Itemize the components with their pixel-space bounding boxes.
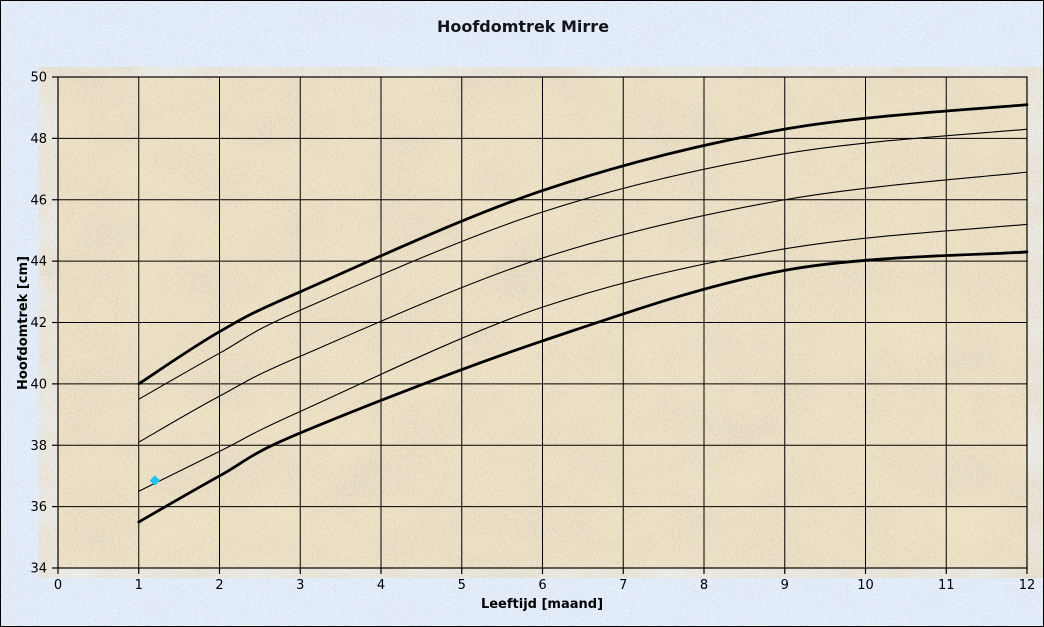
x-axis-title: Leeftijd [maand] — [481, 597, 603, 612]
growth-curve-reference-median — [138, 171, 1028, 443]
x-tick-label: 3 — [296, 578, 304, 593]
chart-title: Hoofdomtrek Mirre — [437, 17, 609, 36]
y-tick-label: 38 — [30, 439, 47, 454]
growth-curve-reference-lower-inner — [138, 223, 1028, 492]
growth-curve-reference-upper-outer — [137, 103, 1029, 386]
x-tick-label: 6 — [538, 578, 546, 593]
x-tick-label: 10 — [857, 578, 874, 593]
x-tick-label: 5 — [458, 578, 466, 593]
y-tick-label: 44 — [30, 255, 47, 270]
growth-curve-reference-lower-outer — [137, 250, 1029, 524]
y-tick-label: 42 — [30, 316, 47, 331]
growth-curve-reference-upper-inner — [138, 128, 1028, 400]
x-tick-label: 8 — [700, 578, 708, 593]
x-tick-label: 0 — [54, 578, 62, 593]
y-tick-label: 40 — [30, 377, 47, 392]
growth-curves — [137, 103, 1029, 524]
x-tick-label: 12 — [1019, 578, 1036, 593]
axis-ticks — [52, 76, 1028, 574]
x-tick-label: 9 — [781, 578, 789, 593]
y-tick-label: 36 — [30, 500, 47, 515]
data-point-marker — [149, 475, 161, 486]
x-tick-label: 4 — [377, 578, 385, 593]
y-tick-label: 50 — [30, 71, 47, 86]
x-tick-label: 11 — [938, 578, 955, 593]
y-tick-label: 34 — [30, 562, 47, 577]
y-tick-label: 48 — [30, 132, 47, 147]
measurement-markers — [149, 475, 161, 486]
y-axis-title: Hoofdomtrek [cm] — [16, 256, 31, 390]
x-tick-label: 2 — [215, 578, 223, 593]
x-tick-label: 1 — [135, 578, 143, 593]
y-tick-label: 46 — [30, 193, 47, 208]
x-tick-label: 7 — [619, 578, 627, 593]
